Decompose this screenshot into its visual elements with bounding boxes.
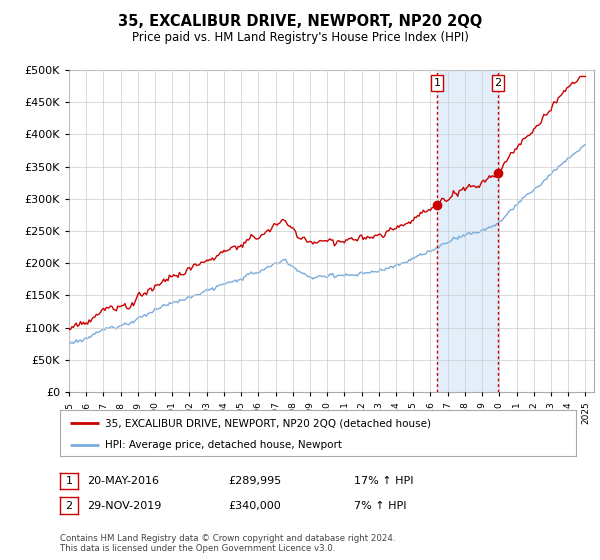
Text: £289,995: £289,995 [228, 476, 281, 486]
Text: 7% ↑ HPI: 7% ↑ HPI [354, 501, 407, 511]
Text: 2: 2 [494, 78, 502, 88]
Text: 1: 1 [65, 476, 73, 486]
Text: 20-MAY-2016: 20-MAY-2016 [87, 476, 159, 486]
Text: Price paid vs. HM Land Registry's House Price Index (HPI): Price paid vs. HM Land Registry's House … [131, 31, 469, 44]
Text: 2: 2 [65, 501, 73, 511]
Bar [437, 70, 498, 392]
Text: £340,000: £340,000 [228, 501, 281, 511]
Text: 29-NOV-2019: 29-NOV-2019 [87, 501, 161, 511]
Text: Contains HM Land Registry data © Crown copyright and database right 2024.
This d: Contains HM Land Registry data © Crown c… [60, 534, 395, 553]
Text: 35, EXCALIBUR DRIVE, NEWPORT, NP20 2QQ (detached house): 35, EXCALIBUR DRIVE, NEWPORT, NP20 2QQ (… [106, 418, 431, 428]
Text: 1: 1 [434, 78, 440, 88]
Text: 35, EXCALIBUR DRIVE, NEWPORT, NP20 2QQ: 35, EXCALIBUR DRIVE, NEWPORT, NP20 2QQ [118, 14, 482, 29]
Text: HPI: Average price, detached house, Newport: HPI: Average price, detached house, Newp… [106, 440, 343, 450]
Text: 17% ↑ HPI: 17% ↑ HPI [354, 476, 413, 486]
